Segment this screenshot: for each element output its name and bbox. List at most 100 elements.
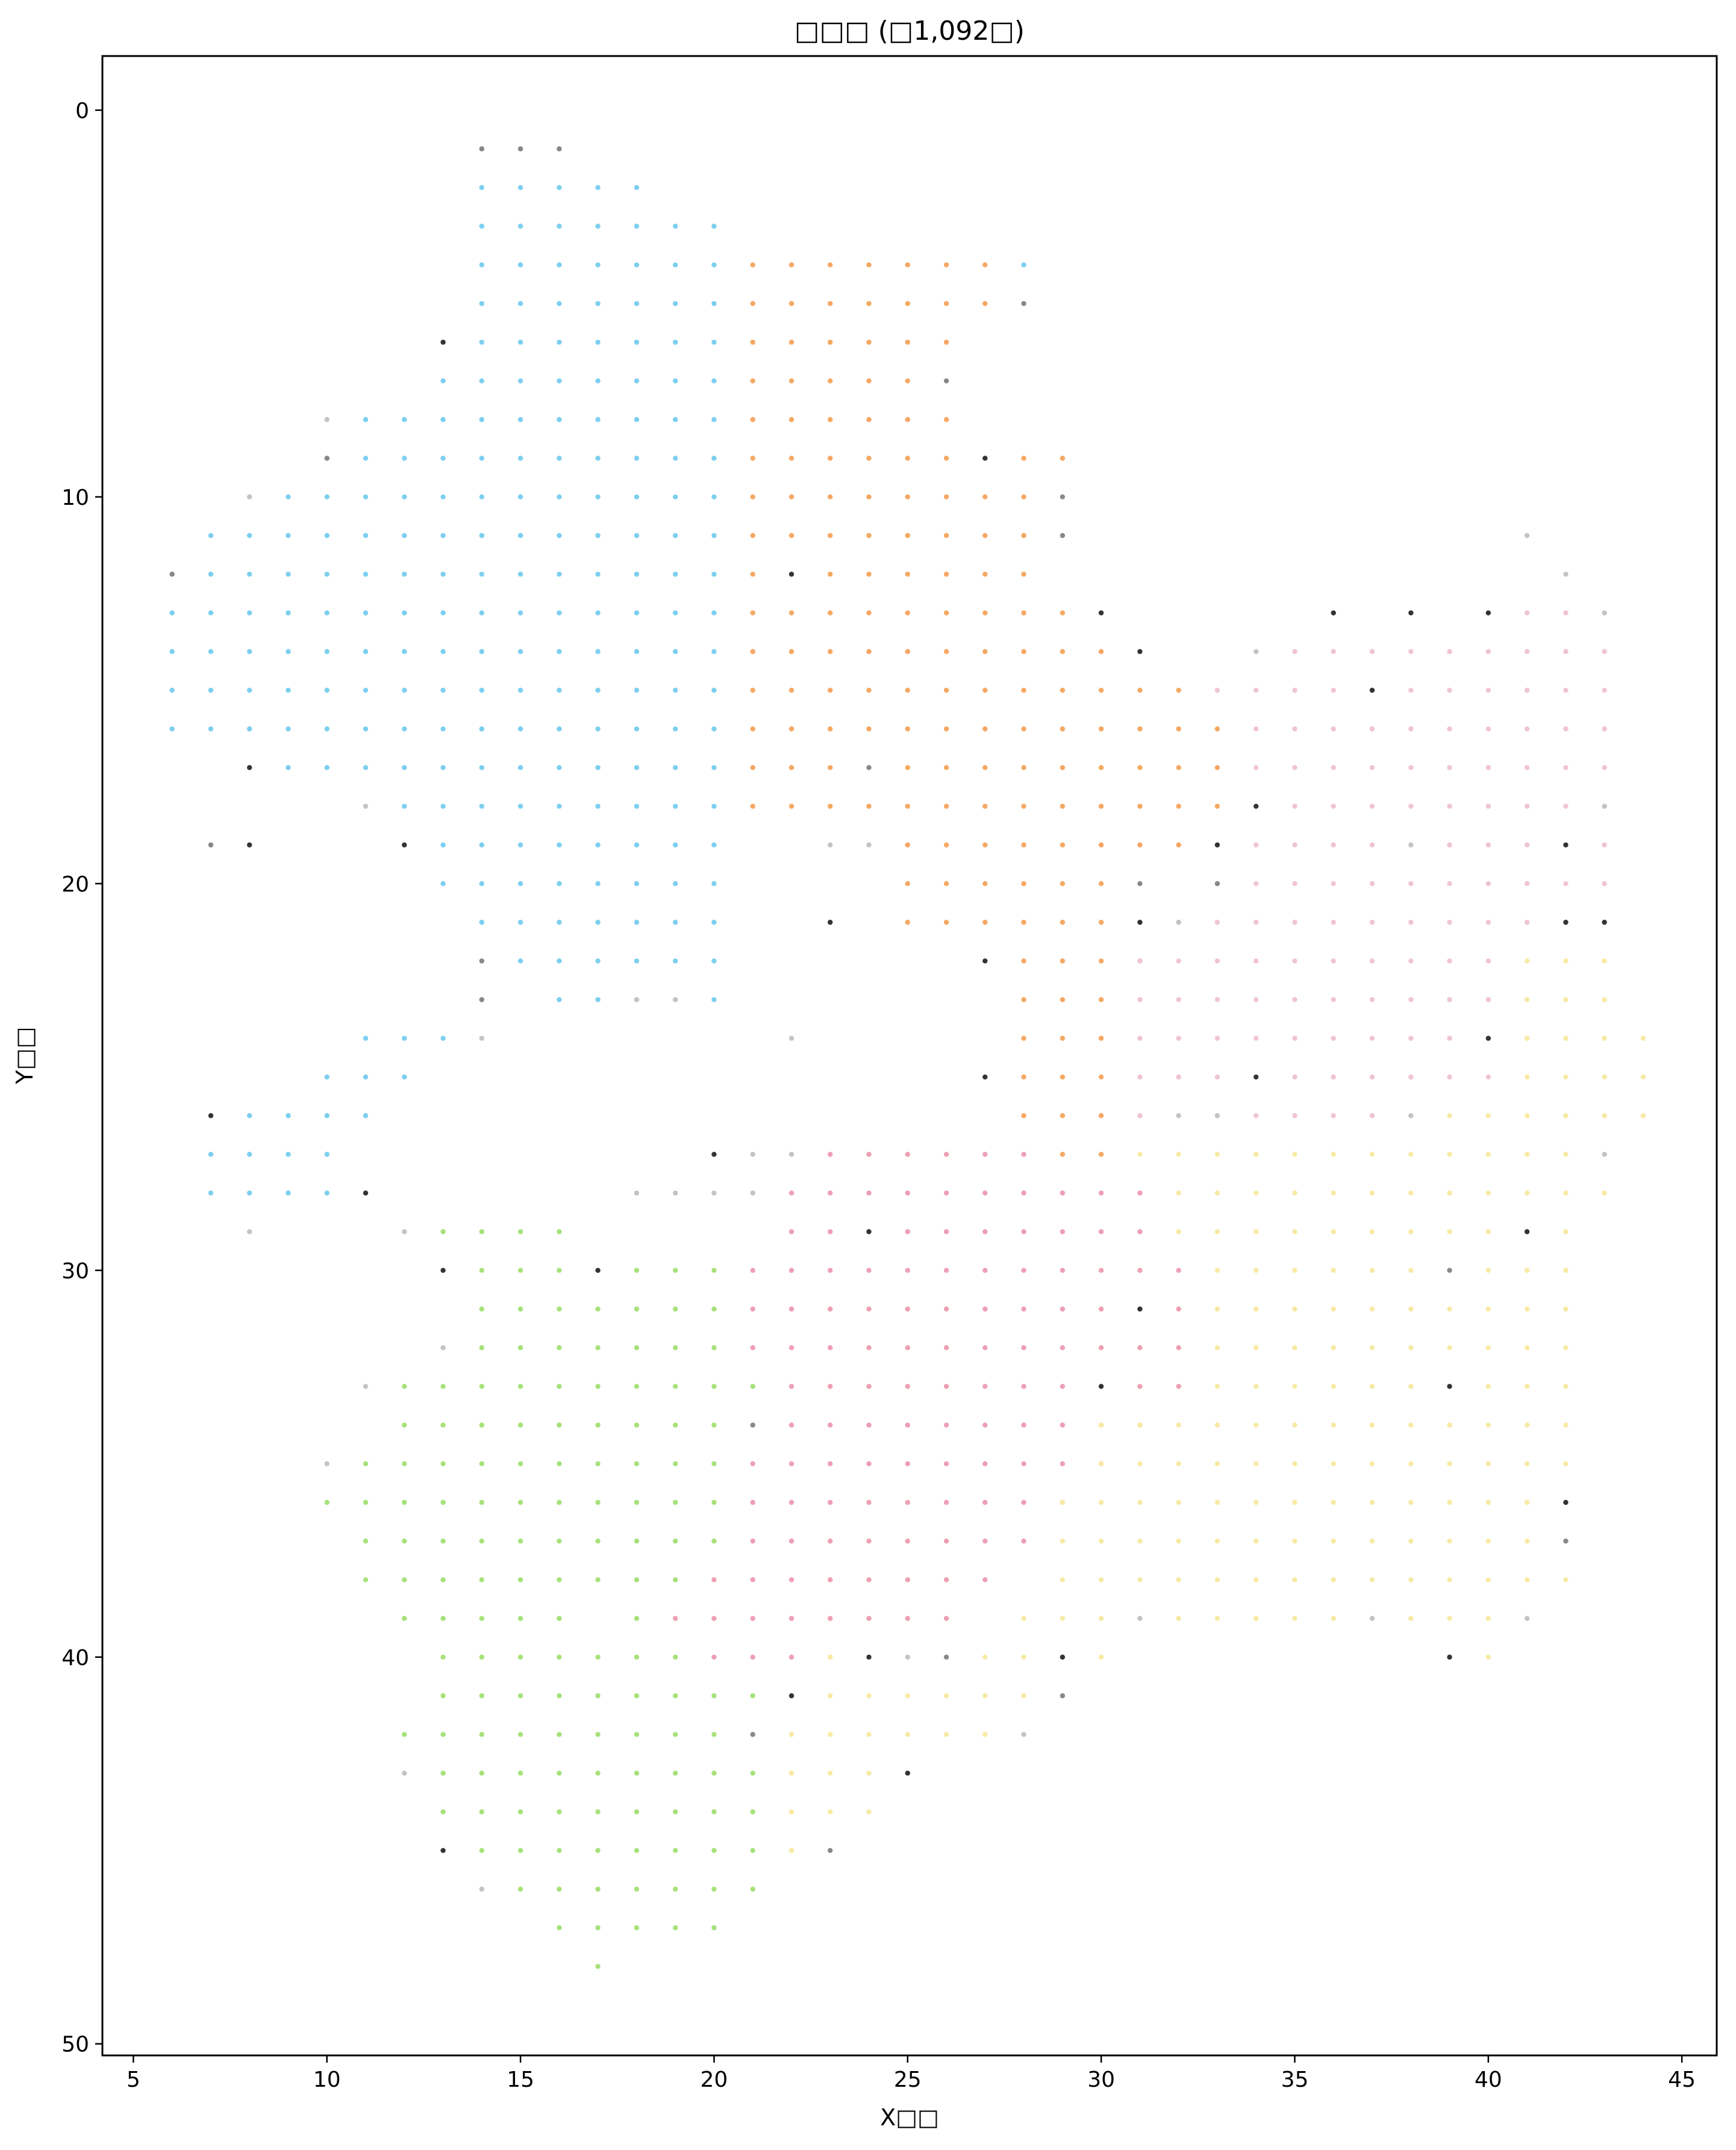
y-tick-label: 20 <box>61 872 89 897</box>
data-point <box>673 533 678 539</box>
data-point <box>634 223 640 229</box>
data-point <box>905 1306 911 1312</box>
data-point <box>1214 804 1220 809</box>
data-point <box>247 726 252 732</box>
data-point <box>557 185 562 190</box>
data-point <box>828 1229 833 1234</box>
data-point <box>943 649 949 654</box>
data-point <box>1254 1422 1259 1428</box>
data-point <box>595 842 601 848</box>
data-point <box>982 301 988 307</box>
data-point <box>1021 494 1026 499</box>
data-point <box>595 1267 601 1273</box>
data-point <box>1524 958 1530 964</box>
data-point <box>634 262 640 267</box>
data-point <box>1602 997 1607 1002</box>
data-point <box>1408 1499 1414 1505</box>
data-point <box>1214 1539 1220 1544</box>
data-point <box>673 687 678 693</box>
data-point <box>943 339 949 345</box>
data-point <box>1098 1306 1104 1312</box>
data-point <box>1369 1036 1375 1041</box>
data-point <box>286 494 291 499</box>
data-point <box>866 1422 872 1428</box>
data-point <box>479 765 484 770</box>
data-point <box>1292 1306 1297 1312</box>
data-point <box>440 1693 446 1699</box>
data-point <box>595 881 601 887</box>
data-point <box>1060 1267 1066 1273</box>
data-point <box>1292 804 1297 809</box>
data-point <box>479 1499 484 1505</box>
data-point <box>557 765 562 770</box>
data-point <box>1485 804 1491 809</box>
data-point <box>363 610 369 616</box>
series-yellow <box>788 958 1646 1853</box>
data-point <box>440 1616 446 1621</box>
data-point <box>788 1461 795 1466</box>
data-point <box>479 1886 484 1892</box>
data-point <box>1098 610 1104 616</box>
data-point <box>1524 649 1530 654</box>
data-point <box>517 1267 523 1273</box>
data-point <box>557 1616 562 1621</box>
data-point <box>750 572 755 577</box>
data-point <box>828 417 833 422</box>
data-point <box>1292 1229 1297 1234</box>
data-point <box>828 1384 833 1389</box>
data-point <box>828 1693 833 1699</box>
data-point <box>517 1770 523 1776</box>
data-point <box>634 997 640 1002</box>
data-point <box>943 1229 949 1234</box>
data-point <box>1524 533 1530 539</box>
data-point <box>1254 1461 1259 1466</box>
data-point <box>1485 842 1491 848</box>
data-point <box>634 185 640 190</box>
data-point <box>1524 919 1530 925</box>
data-point <box>1447 765 1452 770</box>
data-point <box>1331 1113 1336 1119</box>
data-point <box>517 1499 523 1505</box>
data-point <box>828 842 833 848</box>
data-point <box>1060 1461 1066 1466</box>
data-point <box>1060 1422 1066 1428</box>
data-point <box>1254 881 1259 887</box>
data-point <box>673 417 678 422</box>
data-point <box>673 1693 678 1699</box>
data-point <box>905 1577 911 1583</box>
data-point <box>750 649 755 654</box>
data-point <box>1176 765 1181 770</box>
data-point <box>1485 1539 1491 1544</box>
data-point <box>788 765 795 770</box>
data-point <box>1060 958 1066 964</box>
data-point <box>634 649 640 654</box>
data-point <box>711 842 717 848</box>
data-point <box>1408 687 1414 693</box>
data-point <box>1447 997 1452 1002</box>
data-point <box>1292 997 1297 1002</box>
data-point <box>750 1152 755 1157</box>
data-point <box>711 494 717 499</box>
data-point <box>557 1306 562 1312</box>
y-tick-label: 50 <box>61 2033 89 2057</box>
data-point <box>1098 1267 1104 1273</box>
data-point <box>1563 610 1569 616</box>
x-tick-label: 45 <box>1668 2067 1696 2092</box>
data-point <box>1292 1113 1297 1119</box>
data-point <box>673 339 678 345</box>
data-point <box>1214 687 1220 693</box>
data-point <box>1485 726 1491 732</box>
data-point <box>1292 1539 1297 1544</box>
data-point <box>557 726 562 732</box>
data-point <box>402 1770 407 1776</box>
data-point <box>1563 1345 1569 1351</box>
data-point <box>943 1499 949 1505</box>
data-point <box>788 1848 795 1853</box>
data-point <box>440 417 446 422</box>
data-point <box>1408 1152 1414 1157</box>
data-point <box>828 649 833 654</box>
data-point <box>440 842 446 848</box>
data-point <box>1021 610 1026 616</box>
data-point <box>517 301 523 307</box>
data-point <box>1563 649 1569 654</box>
